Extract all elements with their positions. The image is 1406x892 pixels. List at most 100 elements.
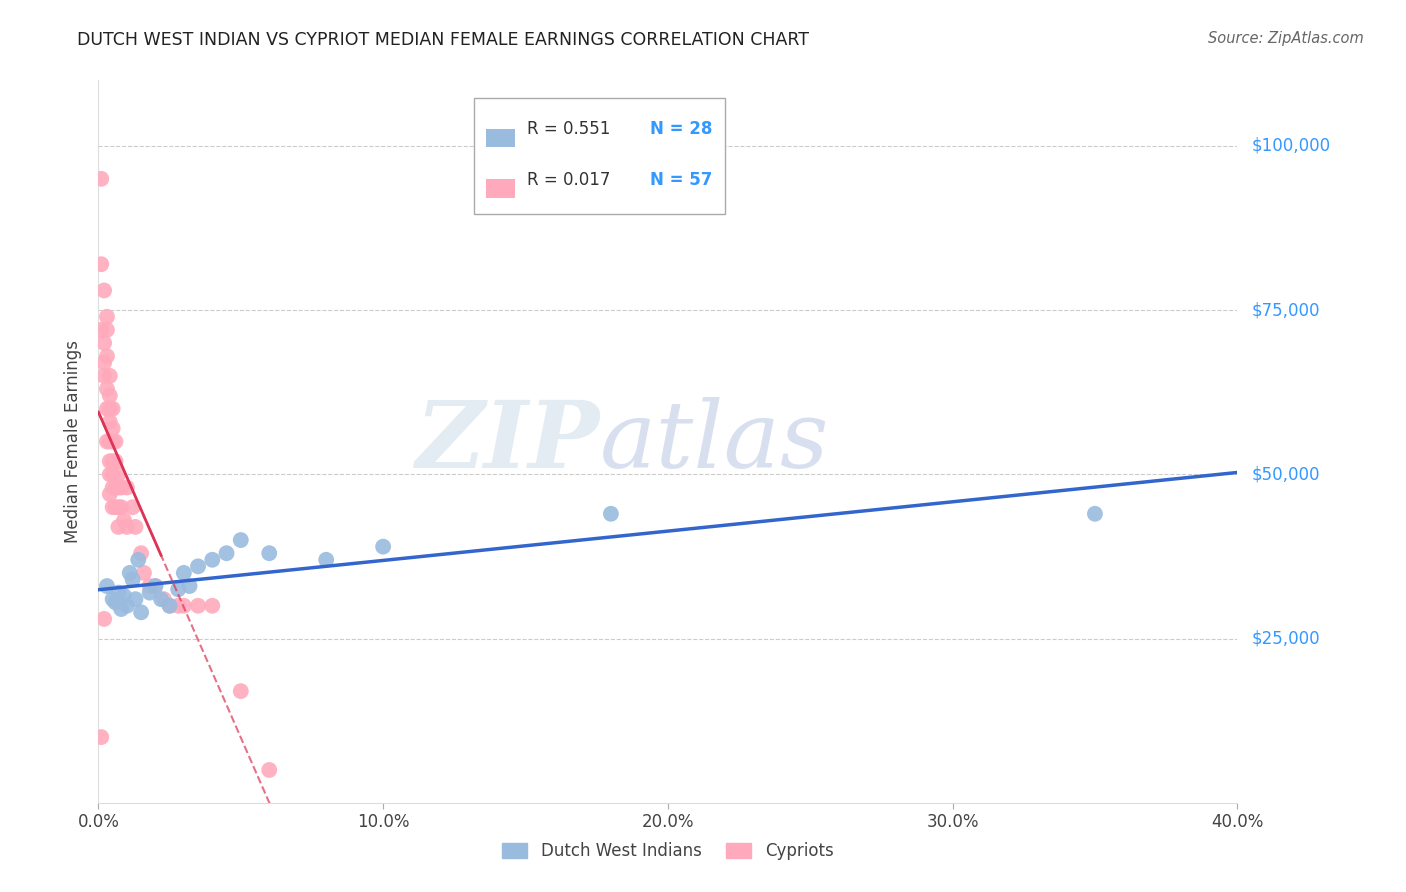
Point [98, 401, 121, 416]
Point [124, 592, 146, 607]
Point [104, 454, 127, 468]
Point [110, 500, 132, 515]
Point [600, 507, 623, 521]
Point [98, 415, 121, 429]
Point [129, 605, 152, 619]
Text: ZIP: ZIP [415, 397, 599, 486]
Point [96, 579, 118, 593]
Point [110, 602, 132, 616]
Point [93, 612, 115, 626]
Text: R = 0.551: R = 0.551 [527, 120, 610, 138]
Point [93, 336, 115, 351]
Point [101, 467, 124, 482]
Point [110, 481, 132, 495]
Point [101, 421, 124, 435]
Point [93, 368, 115, 383]
Point [145, 579, 167, 593]
Point [159, 599, 181, 613]
Point [167, 599, 190, 613]
Point [98, 368, 121, 383]
Point [98, 487, 121, 501]
Point [115, 599, 138, 613]
Text: atlas: atlas [599, 397, 830, 486]
Point [145, 579, 167, 593]
Text: $100,000: $100,000 [1251, 137, 1330, 155]
Point [93, 284, 115, 298]
Legend: Dutch West Indians, Cypriots: Dutch West Indians, Cypriots [495, 836, 841, 867]
Point [173, 566, 195, 580]
FancyBboxPatch shape [485, 179, 515, 198]
Point [179, 579, 201, 593]
Point [101, 401, 124, 416]
Point [215, 546, 238, 560]
Text: $25,000: $25,000 [1251, 630, 1320, 648]
Point [90, 257, 112, 271]
Point [98, 454, 121, 468]
Point [259, 546, 281, 560]
Point [104, 500, 127, 515]
Point [96, 401, 118, 416]
Point [112, 513, 135, 527]
Point [138, 579, 160, 593]
Y-axis label: Median Female Earnings: Median Female Earnings [65, 340, 83, 543]
Point [150, 592, 173, 607]
Point [115, 481, 138, 495]
Point [104, 595, 127, 609]
Text: DUTCH WEST INDIAN VS CYPRIOT MEDIAN FEMALE EARNINGS CORRELATION CHART: DUTCH WEST INDIAN VS CYPRIOT MEDIAN FEMA… [77, 31, 810, 49]
Point [101, 454, 124, 468]
Point [107, 585, 129, 599]
Point [98, 467, 121, 482]
Point [229, 533, 252, 547]
Point [101, 481, 124, 495]
Text: Source: ZipAtlas.com: Source: ZipAtlas.com [1208, 31, 1364, 46]
Point [315, 553, 337, 567]
Point [259, 763, 281, 777]
Point [127, 553, 149, 567]
Point [121, 573, 143, 587]
Point [153, 592, 176, 607]
Point [1084, 507, 1107, 521]
Point [187, 599, 209, 613]
Point [96, 323, 118, 337]
Text: N = 28: N = 28 [650, 120, 711, 138]
Text: R = 0.017: R = 0.017 [527, 171, 610, 189]
Point [96, 434, 118, 449]
Point [101, 434, 124, 449]
Point [118, 566, 141, 580]
Point [90, 730, 112, 744]
Point [167, 582, 190, 597]
Point [115, 520, 138, 534]
Point [101, 592, 124, 607]
Point [138, 585, 160, 599]
Point [101, 500, 124, 515]
Text: $50,000: $50,000 [1251, 466, 1320, 483]
Point [98, 434, 121, 449]
Point [229, 684, 252, 698]
Point [187, 559, 209, 574]
Point [373, 540, 395, 554]
FancyBboxPatch shape [474, 98, 725, 214]
Point [159, 599, 181, 613]
Point [96, 310, 118, 324]
Point [173, 599, 195, 613]
Point [107, 500, 129, 515]
Point [124, 520, 146, 534]
Point [201, 553, 224, 567]
Point [129, 546, 152, 560]
Point [104, 481, 127, 495]
Point [104, 434, 127, 449]
Point [121, 500, 143, 515]
Point [107, 481, 129, 495]
Point [93, 356, 115, 370]
Point [112, 589, 135, 603]
Point [132, 566, 155, 580]
Text: N = 57: N = 57 [650, 171, 711, 189]
Text: $75,000: $75,000 [1251, 301, 1320, 319]
Point [107, 520, 129, 534]
Point [90, 323, 112, 337]
Point [98, 388, 121, 402]
Point [96, 382, 118, 396]
FancyBboxPatch shape [485, 128, 515, 147]
Point [90, 171, 112, 186]
Point [107, 467, 129, 482]
